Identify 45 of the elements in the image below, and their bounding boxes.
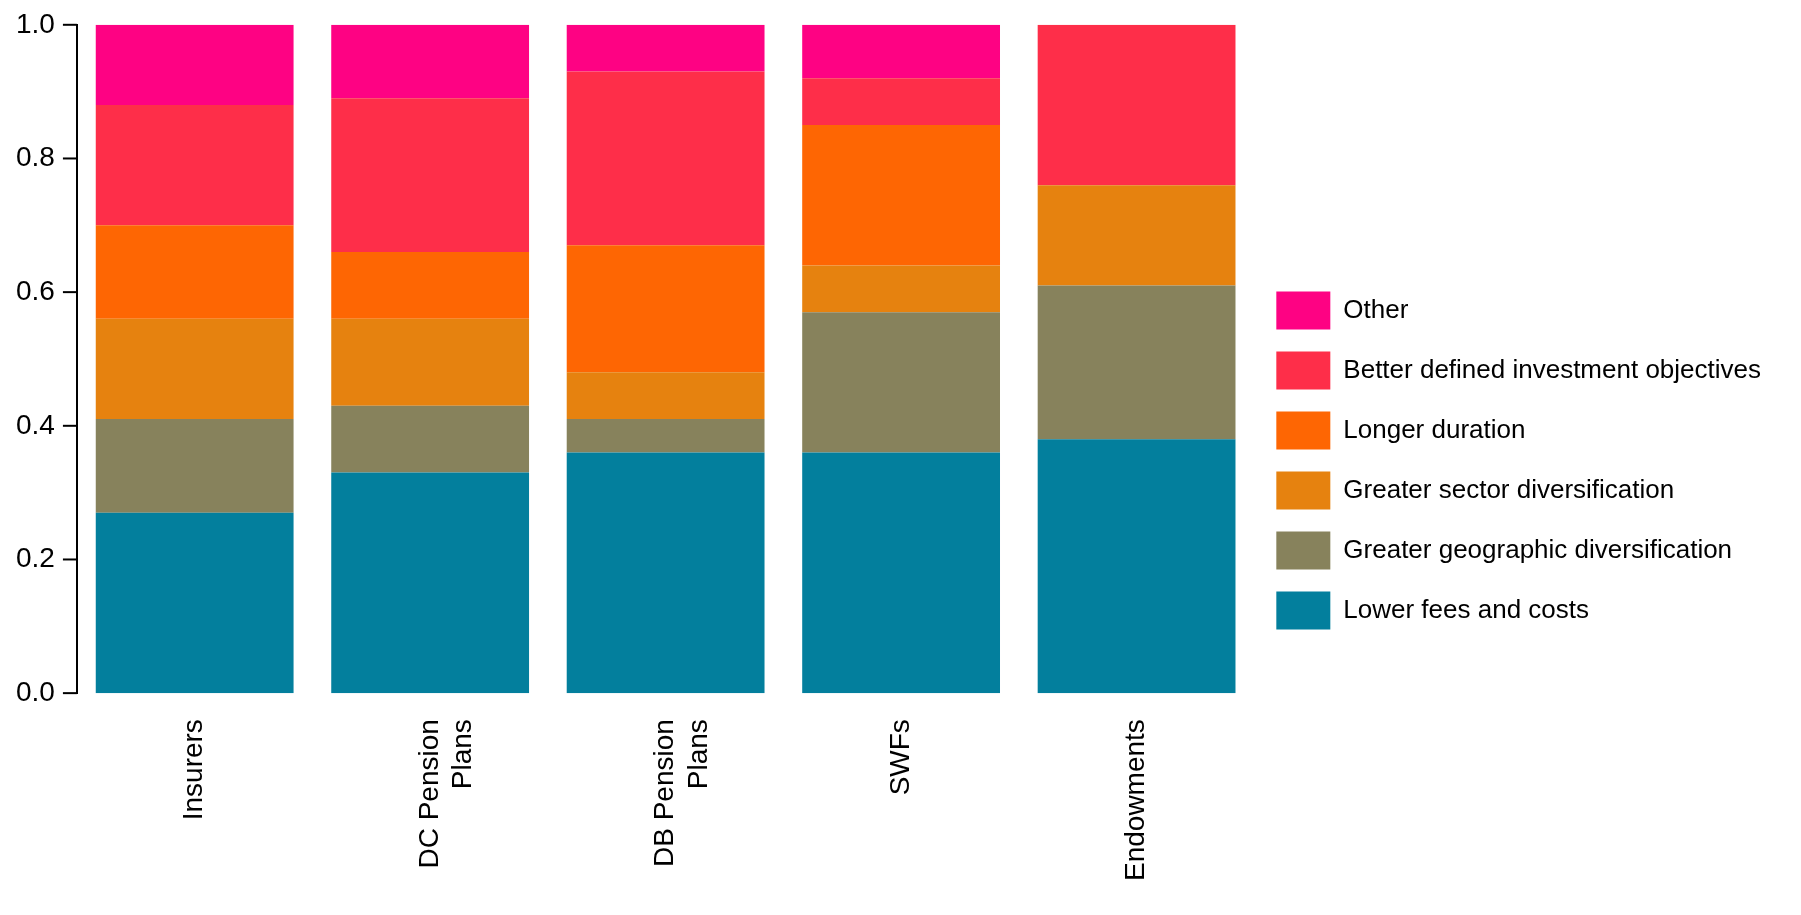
legend-label: Better defined investment objectives xyxy=(1343,353,1762,384)
legend-label: Lower fees and costs xyxy=(1343,593,1590,624)
legend-label: Greater sector diversification xyxy=(1343,473,1675,504)
bar xyxy=(802,78,1001,126)
bar xyxy=(95,419,294,513)
legend-label: Greater geographic diversification xyxy=(1343,533,1733,564)
y-tick-label: 0.0 xyxy=(15,675,55,707)
x-tick-label: Insurers xyxy=(177,719,209,821)
bar xyxy=(331,472,530,694)
bar xyxy=(331,98,530,253)
bar xyxy=(95,318,294,420)
bar xyxy=(95,24,294,105)
bar xyxy=(566,71,765,246)
bar xyxy=(1037,439,1236,694)
x-tick-label: Endowments xyxy=(1119,719,1151,882)
bar xyxy=(802,24,1001,79)
bar xyxy=(802,452,1001,694)
x-tick-label: SWFs xyxy=(883,719,915,796)
y-tick-label: 0.6 xyxy=(15,274,55,306)
legend-label: Other xyxy=(1343,293,1409,324)
legend-label: Longer duration xyxy=(1343,413,1526,444)
bar xyxy=(566,245,765,373)
bar xyxy=(331,252,530,319)
y-tick-label: 1.0 xyxy=(15,7,55,39)
x-tick-label: DC Pension Plans xyxy=(412,719,478,869)
bar xyxy=(802,312,1001,453)
y-tick-label: 0.2 xyxy=(15,542,55,574)
bar xyxy=(331,24,530,99)
bar xyxy=(802,125,1001,266)
y-tick-label: 0.8 xyxy=(15,141,55,173)
bar xyxy=(566,372,765,420)
bar xyxy=(566,419,765,453)
y-tick-label: 0.4 xyxy=(15,408,55,440)
bar xyxy=(95,225,294,319)
bar xyxy=(1037,185,1236,286)
bar xyxy=(1037,24,1236,186)
bar xyxy=(566,24,765,72)
bar xyxy=(802,265,1001,313)
x-tick-label: DB Pension Plans xyxy=(648,719,713,868)
bar xyxy=(566,452,765,694)
bar xyxy=(95,512,294,694)
bar xyxy=(331,405,530,473)
bar xyxy=(1037,285,1236,440)
bar xyxy=(95,105,294,226)
bar xyxy=(331,318,530,406)
